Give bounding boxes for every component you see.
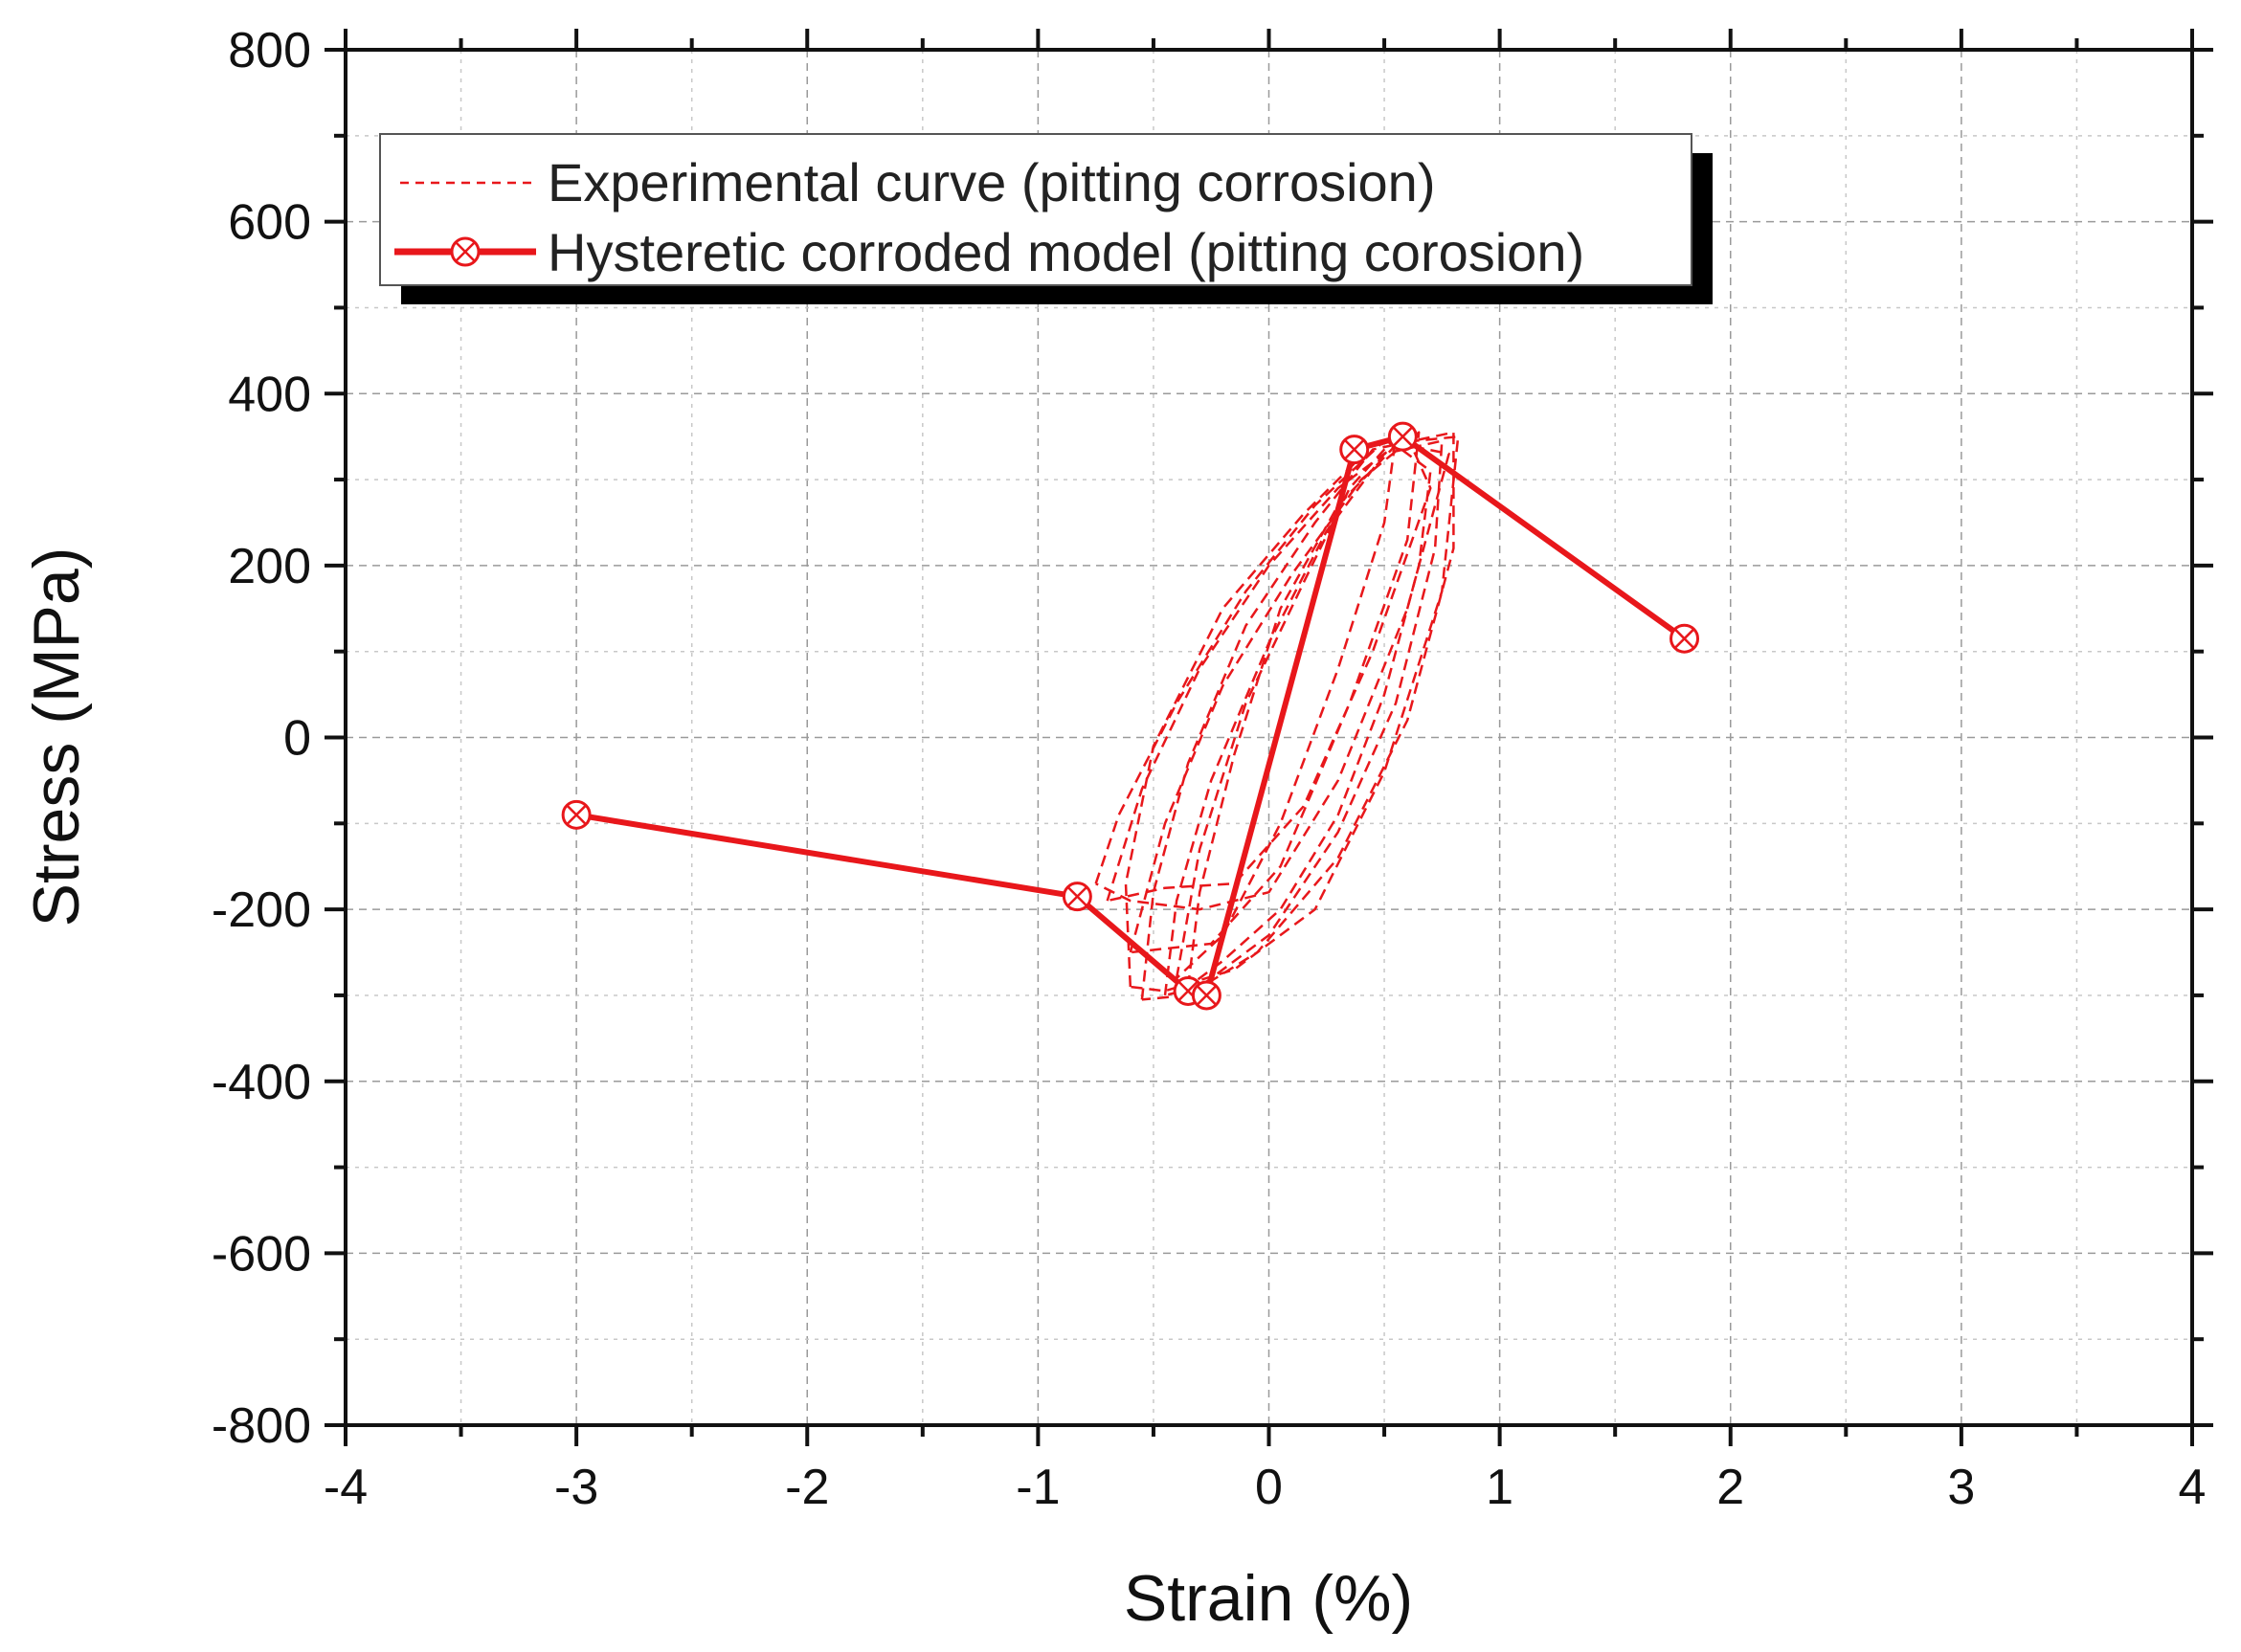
y-tick-label: -400 <box>212 1055 311 1110</box>
legend-box <box>379 133 1692 286</box>
y-axis-title: Stress (MPa) <box>20 547 93 927</box>
x-tick-labels: -4 -3 -2 -1 0 1 2 3 4 <box>324 1460 2207 1515</box>
y-tick-label: 800 <box>228 23 311 78</box>
legend-model-marker <box>450 236 481 267</box>
x-tick-label: -2 <box>785 1460 829 1515</box>
y-tick-labels: -800 -600 -400 -200 0 200 400 600 800 <box>212 23 311 1454</box>
legend: Experimental curve (pitting corrosion) H… <box>379 133 1713 304</box>
y-tick-label: 400 <box>228 367 311 422</box>
x-tick-label: 0 <box>1255 1460 1283 1515</box>
x-tick-label: -4 <box>324 1460 368 1515</box>
model-marker <box>1191 980 1221 1011</box>
experimental-loop <box>1186 443 1432 989</box>
legend-experimental-label: Experimental curve (pitting corrosion) <box>548 152 1435 212</box>
model-marker <box>1670 623 1700 654</box>
y-tick-label: 200 <box>228 539 311 594</box>
x-tick-label: -1 <box>1016 1460 1060 1515</box>
x-tick-label: 3 <box>1947 1460 1975 1515</box>
experimental-loop <box>1163 439 1444 997</box>
x-tick-label: 4 <box>2179 1460 2207 1515</box>
model-marker <box>1387 421 1418 452</box>
y-tick-label: -600 <box>212 1226 311 1282</box>
y-tick-label: 0 <box>283 711 311 767</box>
plot-series <box>561 421 1700 1011</box>
experimental-loop <box>1094 439 1450 911</box>
experimental-loop <box>1106 435 1432 903</box>
y-tick-label: -200 <box>212 882 311 938</box>
experimental-loop <box>1129 431 1421 954</box>
model-marker <box>1062 882 1092 912</box>
model-marker <box>1339 435 1370 465</box>
y-tick-label: -800 <box>212 1398 311 1454</box>
x-tick-label: -3 <box>554 1460 598 1515</box>
legend-marker-symbol <box>450 236 481 267</box>
model-marker <box>561 799 592 830</box>
legend-model-label: Hysteretic corroded model (pitting coros… <box>548 222 1584 282</box>
y-tick-label: 600 <box>228 195 311 251</box>
x-axis-title: Strain (%) <box>1124 1562 1413 1635</box>
x-tick-label: 2 <box>1716 1460 1744 1515</box>
x-tick-label: 1 <box>1486 1460 1513 1515</box>
axis-ticks <box>325 29 2213 1446</box>
